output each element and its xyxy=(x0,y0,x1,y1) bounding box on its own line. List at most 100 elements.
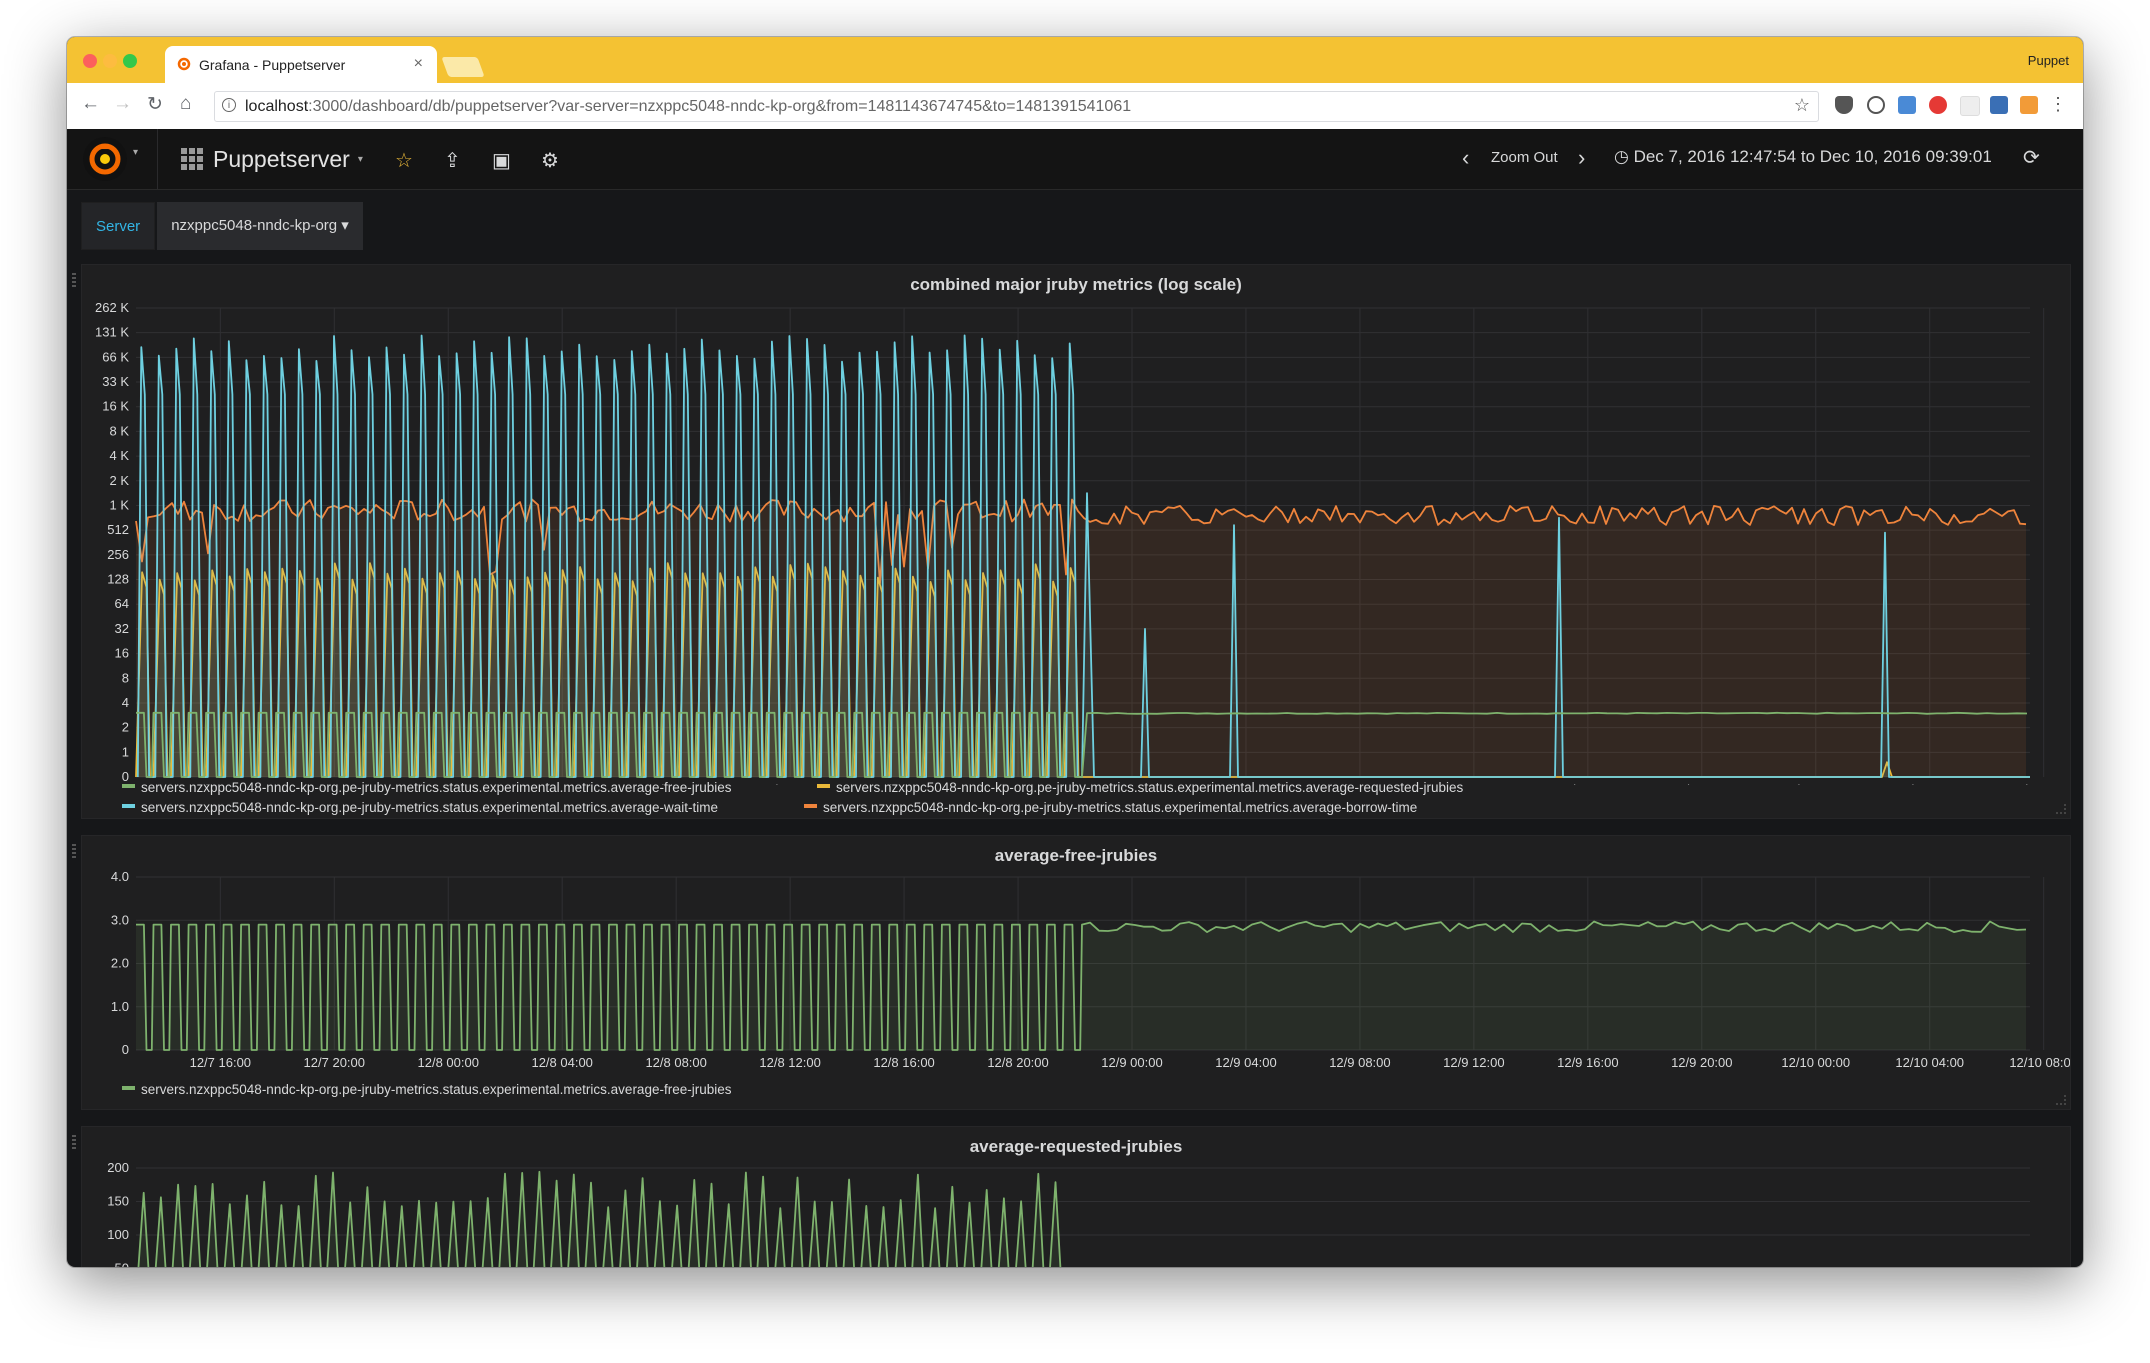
profile-name[interactable]: Puppet xyxy=(2027,53,2069,68)
panel-title[interactable]: combined major jruby metrics (log scale) xyxy=(910,275,1242,294)
panel-drag-handle[interactable] xyxy=(72,1135,76,1151)
x-tick-label: 12/8 16:00 xyxy=(873,1055,934,1070)
dashboard-grid-icon xyxy=(181,148,203,170)
x-tick-label: 12/9 16:00 xyxy=(1557,782,1618,785)
forward-icon[interactable]: → xyxy=(113,93,132,114)
browser-window: Grafana - Puppetserver × Puppet ← → ↻ ⌂ … xyxy=(67,37,2083,1267)
legend-swatch xyxy=(122,1086,135,1091)
time-shift-forward-icon[interactable]: › xyxy=(1578,145,1586,170)
x-tick-label: 12/10 04:00 xyxy=(1895,782,1964,785)
y-tick-label: 16 K xyxy=(102,399,129,414)
zoom-out-button[interactable]: Zoom Out xyxy=(1491,149,1558,166)
x-tick-label: 12/9 12:00 xyxy=(1443,782,1504,785)
panel-title[interactable]: average-free-jrubies xyxy=(994,846,1158,865)
y-tick-label: 8 xyxy=(122,670,129,685)
panel-resize-handle[interactable] xyxy=(2056,1095,2066,1105)
y-tick-label: 4 K xyxy=(109,448,129,463)
y-tick-label: 3.0 xyxy=(111,912,129,927)
url-rest: :3000/dashboard/db/puppetserver?var-serv… xyxy=(308,98,1132,115)
clock-icon: ◷ xyxy=(1614,147,1634,166)
series-average-free-jrubies-line xyxy=(136,711,2028,778)
x-tick-label: 12/8 12:00 xyxy=(759,1055,820,1070)
browser-menu-icon[interactable]: ⋮ xyxy=(2049,94,2067,114)
legend-item-free-jrubies[interactable]: servers.nzxppc5048-nndc-kp-org.pe-jruby-… xyxy=(122,1082,731,1097)
home-icon[interactable]: ⌂ xyxy=(180,93,192,114)
variable-value-dropdown[interactable]: nzxppc5048-nndc-kp-org ▾ xyxy=(157,202,363,250)
y-tick-label: 1 K xyxy=(109,497,129,512)
reload-icon[interactable]: ↻ xyxy=(147,94,163,115)
time-range-picker[interactable]: ◷ Dec 7, 2016 12:47:54 to Dec 10, 2016 0… xyxy=(1614,147,1992,167)
series-average-requested-jrubies-line xyxy=(137,1170,1062,1267)
legend-label: servers.nzxppc5048-nndc-kp-org.pe-jruby-… xyxy=(141,800,718,815)
tab-title: Grafana - Puppetserver xyxy=(199,57,346,73)
panel-drag-handle[interactable] xyxy=(72,273,76,289)
y-tick-label: 256 xyxy=(107,547,129,562)
tab-close-icon[interactable]: × xyxy=(413,55,423,72)
settings-gear-icon[interactable]: ⚙ xyxy=(541,150,559,172)
dashboard-picker[interactable]: Puppetserver ▾ xyxy=(181,143,363,175)
chart-average-requested-jrubies[interactable]: 050100150200 xyxy=(82,1127,2070,1267)
close-window-button[interactable] xyxy=(83,54,97,68)
legend-label: servers.nzxppc5048-nndc-kp-org.pe-jruby-… xyxy=(836,780,1464,795)
y-tick-label: 16 xyxy=(115,646,129,661)
url-host: localhost xyxy=(245,98,309,115)
panel-drag-handle[interactable] xyxy=(72,844,76,860)
grafana-favicon-icon xyxy=(177,57,191,71)
star-dashboard-icon[interactable]: ☆ xyxy=(395,150,413,172)
legend-label: servers.nzxppc5048-nndc-kp-org.pe-jruby-… xyxy=(823,800,1418,815)
site-info-icon[interactable]: i xyxy=(222,98,236,112)
y-tick-label: 8 K xyxy=(109,423,129,438)
browser-toolbar: ← → ↻ ⌂ i localhost:3000/dashboard/db/pu… xyxy=(67,83,2083,130)
panel-average-requested-jrubies[interactable]: average-requested-jrubies 050100150200 xyxy=(72,1126,2071,1267)
bi-extension-icon[interactable] xyxy=(1990,96,2008,114)
x-tick-label: 12/10 00:00 xyxy=(1781,782,1850,785)
pocket-extension-icon[interactable] xyxy=(1835,96,1853,114)
panel-title[interactable]: average-requested-jrubies xyxy=(969,1137,1183,1156)
grafana-navbar: ▾ Puppetserver ▾ ☆ ⇪ ▣ ⚙ ‹ Zoom Out › ◷ … xyxy=(67,129,2083,190)
x-tick-label: 12/8 20:00 xyxy=(987,782,1048,785)
legend-label: servers.nzxppc5048-nndc-kp-org.pe-jruby-… xyxy=(141,1082,732,1097)
y-tick-label: 2.0 xyxy=(111,956,129,971)
x-tick-label: 12/10 04:00 xyxy=(1895,1055,1964,1070)
panel-average-free-jrubies[interactable]: average-free-jrubies 0 1.0 2.0 3.0 4.0 12/7 1… xyxy=(72,835,2071,1110)
refresh-icon[interactable]: ⟳ xyxy=(2023,147,2040,169)
browser-tab[interactable]: Grafana - Puppetserver × xyxy=(165,46,437,83)
legend-item-free-jrubies[interactable]: servers.nzxppc5048-nndc-kp-org.pe-jruby-… xyxy=(122,780,731,795)
adblock-extension-icon[interactable] xyxy=(1929,96,1947,114)
y-tick-label: 0 xyxy=(122,769,129,784)
legend-swatch xyxy=(122,784,135,789)
chart-combined-jruby[interactable]: 0 1 2 4 8 16 32 64 128 256 512 1 K 2 K 4 K 8 K 16 K 33 K… xyxy=(82,265,2070,785)
y-tick-label: 4.0 xyxy=(111,869,129,884)
orange-extension-icon[interactable] xyxy=(2020,96,2038,114)
panel-combined-jruby[interactable]: combined major jruby metrics (log scale)… xyxy=(72,264,2071,819)
maximize-window-button[interactable] xyxy=(123,54,137,68)
bookmark-star-icon[interactable]: ☆ xyxy=(1793,95,1810,115)
calendar-extension-icon[interactable] xyxy=(1898,96,1916,114)
blank-extension-icon[interactable] xyxy=(1960,96,1980,116)
time-shift-back-icon[interactable]: ‹ xyxy=(1462,145,1470,170)
y-tick-label: 131 K xyxy=(95,325,129,340)
legend-item-requested-jrubies[interactable]: servers.nzxppc5048-nndc-kp-org.pe-jruby-… xyxy=(817,780,1463,795)
chart-average-free-jrubies[interactable]: 0 1.0 2.0 3.0 4.0 12/7 16:00 12/7 20:00 12/8 00… xyxy=(82,836,2070,1076)
address-bar[interactable]: i localhost:3000/dashboard/db/puppetserv… xyxy=(214,91,1819,122)
new-tab-button[interactable] xyxy=(441,57,485,77)
dashboard-title: Puppetserver xyxy=(213,145,350,172)
share-icon[interactable]: ⇪ xyxy=(444,150,461,172)
minimize-window-button[interactable] xyxy=(103,54,117,68)
logo-caret-icon[interactable]: ▾ xyxy=(133,147,139,158)
x-tick-label: 12/7 16:00 xyxy=(190,782,251,785)
legend-item-wait-time[interactable]: servers.nzxppc5048-nndc-kp-org.pe-jruby-… xyxy=(122,800,718,815)
time-range-text: Dec 7, 2016 12:47:54 to Dec 10, 2016 09:… xyxy=(1633,147,1992,166)
save-icon[interactable]: ▣ xyxy=(492,150,511,172)
grafana-logo-icon[interactable] xyxy=(83,137,127,181)
panel-resize-handle[interactable] xyxy=(2056,804,2066,814)
x-tick-label: 12/9 08:00 xyxy=(1329,1055,1390,1070)
y-tick-label: 33 K xyxy=(102,374,129,389)
url-text: localhost:3000/dashboard/db/puppetserver… xyxy=(245,98,1131,116)
y-tick-label: 1.0 xyxy=(111,999,129,1014)
series-average-borrow-time-area xyxy=(136,499,2026,777)
x-tick-label: 12/8 04:00 xyxy=(531,1055,592,1070)
info-extension-icon[interactable] xyxy=(1867,96,1885,114)
legend-item-borrow-time[interactable]: servers.nzxppc5048-nndc-kp-org.pe-jruby-… xyxy=(804,800,1417,815)
back-icon[interactable]: ← xyxy=(81,93,100,114)
